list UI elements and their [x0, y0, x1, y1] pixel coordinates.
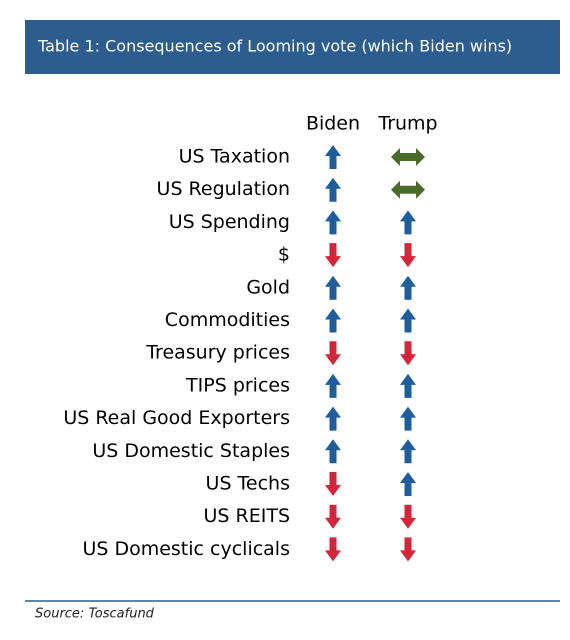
direction-arrow: [391, 148, 425, 166]
row-label: Gold: [246, 276, 290, 298]
direction-arrow: [400, 341, 416, 366]
row-label: US Spending: [169, 211, 290, 233]
direction-arrow: [400, 275, 416, 300]
row-label: US Domestic Staples: [92, 440, 290, 462]
row-label: Commodities: [165, 309, 290, 331]
direction-arrow: [325, 145, 341, 169]
direction-arrow: [400, 308, 416, 333]
direction-arrow: [325, 406, 341, 431]
row-label: US Taxation: [179, 146, 290, 168]
direction-arrow: [400, 472, 416, 496]
source-note: Source: Toscafund: [35, 607, 155, 622]
row-label: $: [278, 244, 290, 266]
direction-arrow: [325, 275, 341, 300]
direction-arrow: [400, 537, 416, 562]
direction-arrow: [400, 210, 416, 235]
direction-arrow: [400, 243, 416, 268]
direction-arrow: [325, 308, 341, 333]
column-header: Trump: [377, 113, 437, 135]
row-label: TIPS prices: [185, 374, 290, 396]
row-label: US Domestic cyclicals: [82, 538, 290, 560]
direction-arrow: [325, 439, 341, 464]
direction-arrow: [400, 373, 416, 398]
direction-arrow: [325, 504, 341, 529]
direction-arrow: [391, 180, 425, 199]
direction-arrow: [400, 504, 416, 529]
direction-arrow: [325, 210, 341, 235]
column-header: Biden: [306, 113, 360, 135]
row-label: US REITS: [204, 505, 290, 527]
direction-arrow: [325, 177, 341, 202]
header-bar: [25, 20, 560, 74]
direction-arrow: [325, 373, 341, 398]
header-title: Table 1: Consequences of Looming vote (w…: [37, 37, 512, 56]
direction-arrow: [400, 439, 416, 464]
row-label: US Real Good Exporters: [63, 407, 290, 429]
direction-arrow: [400, 406, 416, 431]
direction-arrow: [325, 537, 341, 562]
direction-arrow: [325, 243, 341, 268]
direction-arrow: [325, 472, 341, 496]
row-label: US Techs: [206, 473, 290, 495]
row-label: Treasury prices: [145, 342, 290, 364]
row-label: US Regulation: [157, 178, 290, 200]
direction-arrow: [325, 341, 341, 366]
